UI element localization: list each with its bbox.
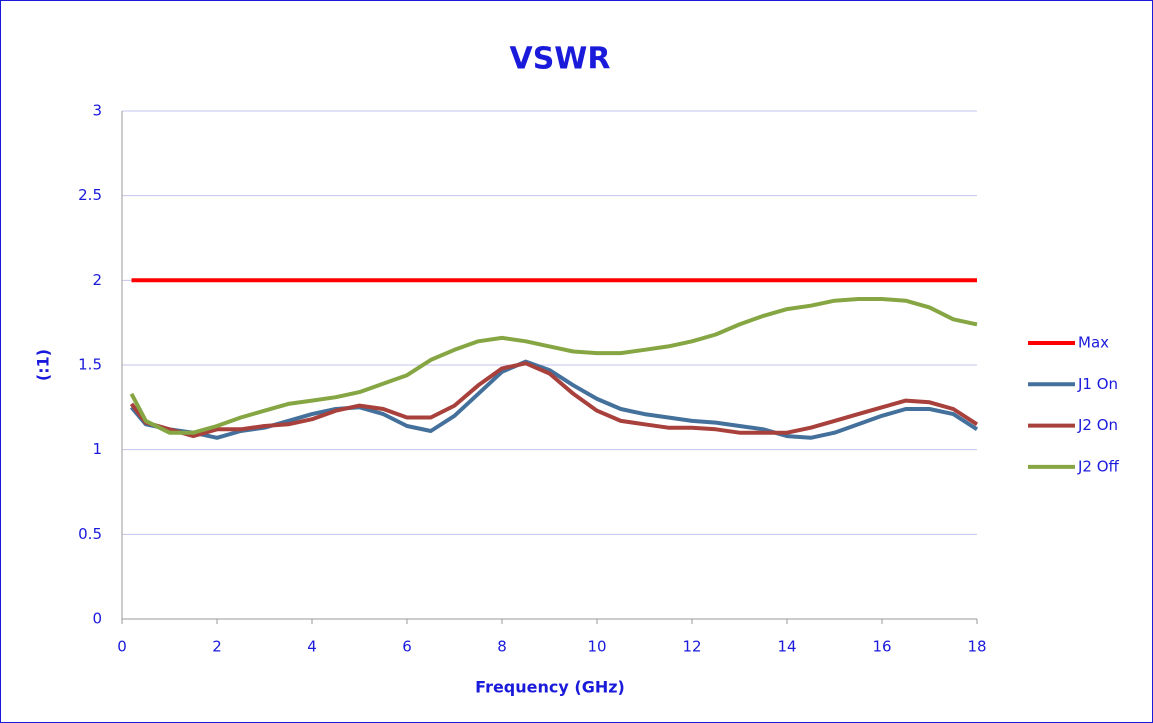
x-tick-label: 12 xyxy=(682,638,701,656)
y-tick-label: 0.5 xyxy=(78,525,102,543)
legend-label: J1 On xyxy=(1077,375,1118,393)
x-tick-label: 8 xyxy=(497,638,507,656)
legend-label: J2 On xyxy=(1077,416,1118,434)
y-tick-label: 2 xyxy=(92,271,102,289)
legend-label: J2 Off xyxy=(1077,457,1120,475)
series-line xyxy=(129,297,978,435)
y-tick-label: 3 xyxy=(92,102,102,120)
y-tick-label: 0 xyxy=(92,610,102,628)
series-line xyxy=(129,361,979,439)
x-tick-label: 18 xyxy=(967,638,986,656)
x-tick-label: 10 xyxy=(587,638,606,656)
y-axis-label: (:1) xyxy=(34,349,53,381)
x-tick-label: 6 xyxy=(402,638,412,656)
chart-title: VSWR xyxy=(509,42,610,77)
legend-label: Max xyxy=(1078,334,1109,352)
x-tick-label: 4 xyxy=(307,638,317,656)
x-tick-label: 16 xyxy=(872,638,891,656)
y-tick-label: 1 xyxy=(92,440,102,458)
x-axis-label: Frequency (GHz) xyxy=(475,678,625,697)
y-tick-label: 2.5 xyxy=(78,186,102,204)
x-tick-label: 2 xyxy=(212,638,222,656)
x-tick-label: 0 xyxy=(117,638,127,656)
x-tick-label: 14 xyxy=(777,638,796,656)
y-tick-label: 1.5 xyxy=(78,356,102,374)
